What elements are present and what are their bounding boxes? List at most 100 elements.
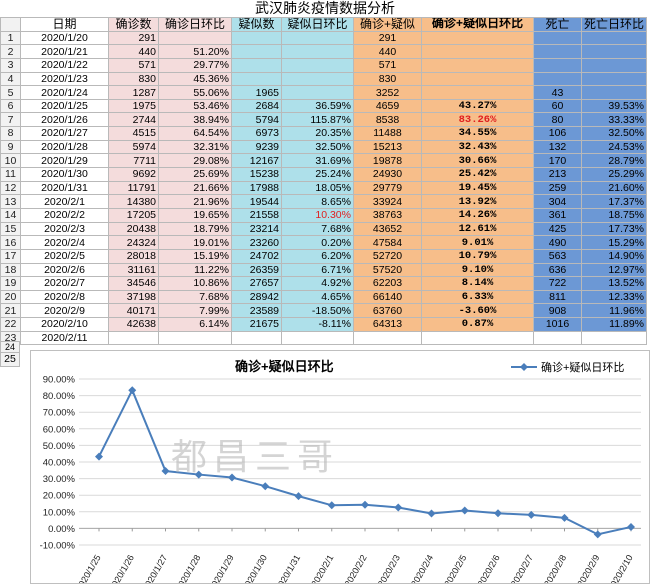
header-suspected[interactable]: 疑似数 — [231, 17, 282, 32]
cell-confirmed-ratio[interactable] — [158, 30, 232, 46]
row-header[interactable]: 10 — [0, 153, 21, 169]
cell-death[interactable]: 106 — [533, 126, 582, 141]
cell-suspected[interactable]: 26359 — [231, 262, 282, 278]
row-header[interactable]: 20 — [0, 289, 21, 305]
cell-total-ratio[interactable]: 0.87% — [421, 317, 534, 332]
cell-death[interactable]: 60 — [533, 98, 582, 114]
cell-confirmed[interactable]: 31161 — [108, 262, 159, 278]
cell-death[interactable]: 722 — [533, 276, 582, 291]
cell-death-ratio[interactable]: 18.75% — [580, 207, 648, 223]
cell-death-ratio[interactable]: 14.90% — [580, 248, 648, 264]
row-header[interactable]: 18 — [0, 262, 21, 278]
cell-suspected-ratio[interactable] — [281, 30, 354, 46]
row-header[interactable]: 25 — [0, 352, 20, 367]
cell-date[interactable]: 2020/1/20 — [20, 30, 109, 46]
cell-death[interactable]: 170 — [533, 153, 582, 169]
cell-suspected[interactable]: 23214 — [231, 221, 282, 237]
cell-total-ratio[interactable]: 32.43% — [421, 139, 534, 155]
header-confirmed[interactable]: 确诊数 — [108, 17, 159, 32]
row-header[interactable]: 9 — [0, 139, 21, 155]
cell-confirmed[interactable]: 11791 — [108, 180, 159, 196]
row-header[interactable]: 11 — [0, 167, 21, 182]
cell-total[interactable]: 57520 — [353, 262, 422, 278]
header-suspected-ratio[interactable]: 疑似日环比 — [281, 17, 354, 32]
cell-confirmed-ratio[interactable]: 15.19% — [158, 248, 232, 264]
cell-date[interactable]: 2020/2/11 — [20, 330, 109, 346]
cell-death-ratio[interactable] — [580, 71, 648, 87]
cell-suspected[interactable] — [231, 44, 282, 59]
cell-date[interactable]: 2020/2/7 — [20, 276, 109, 291]
cell-death-ratio[interactable]: 12.33% — [580, 289, 648, 305]
cell-total-ratio[interactable] — [421, 71, 534, 87]
corner-cell[interactable] — [0, 17, 21, 32]
cell-death-ratio[interactable] — [580, 85, 648, 100]
cell-total[interactable]: 15213 — [353, 139, 422, 155]
cell-total[interactable]: 8538 — [353, 112, 422, 128]
cell-suspected-ratio[interactable] — [281, 71, 354, 87]
cell-total[interactable]: 19878 — [353, 153, 422, 169]
cell-confirmed-ratio[interactable]: 21.66% — [158, 180, 232, 196]
cell-total[interactable]: 33924 — [353, 194, 422, 209]
cell-confirmed-ratio[interactable]: 7.68% — [158, 289, 232, 305]
cell-suspected-ratio[interactable]: 32.50% — [281, 139, 354, 155]
cell-total[interactable]: 440 — [353, 44, 422, 59]
cell-confirmed-ratio[interactable]: 32.31% — [158, 139, 232, 155]
cell-suspected[interactable]: 2684 — [231, 98, 282, 114]
line-chart[interactable]: 确诊+疑似日环比 确诊+疑似日环比 90.00% 80.00% 70.00% 60.00%… — [30, 350, 650, 586]
cell-death-ratio[interactable]: 21.60% — [580, 180, 648, 196]
cell-suspected-ratio[interactable] — [281, 57, 354, 73]
header-total-ratio[interactable]: 确诊+疑似日环比 — [421, 17, 534, 32]
cell-death[interactable]: 1016 — [533, 317, 582, 332]
cell-confirmed[interactable]: 42638 — [108, 317, 159, 332]
cell-date[interactable]: 2020/2/4 — [20, 235, 109, 250]
cell-confirmed-ratio[interactable]: 11.22% — [158, 262, 232, 278]
cell-date[interactable]: 2020/2/3 — [20, 221, 109, 237]
row-header[interactable]: 13 — [0, 194, 21, 209]
cell-death-ratio[interactable] — [580, 330, 648, 346]
cell-total-ratio[interactable]: 13.92% — [421, 194, 534, 209]
row-header[interactable]: 7 — [0, 112, 21, 128]
cell-total[interactable]: 66140 — [353, 289, 422, 305]
cell-date[interactable]: 2020/1/22 — [20, 57, 109, 73]
cell-total-ratio[interactable]: 34.55% — [421, 126, 534, 141]
cell-suspected-ratio[interactable]: 36.59% — [281, 98, 354, 114]
cell-death[interactable]: 908 — [533, 303, 582, 319]
cell-death-ratio[interactable] — [580, 57, 648, 73]
header-death[interactable]: 死亡 — [533, 17, 582, 32]
cell-confirmed[interactable]: 17205 — [108, 207, 159, 223]
cell-confirmed[interactable]: 7711 — [108, 153, 159, 169]
cell-date[interactable]: 2020/1/27 — [20, 126, 109, 141]
row-header[interactable]: 2 — [0, 44, 21, 59]
cell-total-ratio[interactable] — [421, 85, 534, 100]
row-header[interactable]: 15 — [0, 221, 21, 237]
cell-suspected[interactable]: 21558 — [231, 207, 282, 223]
cell-confirmed-ratio[interactable]: 19.65% — [158, 207, 232, 223]
cell-suspected[interactable]: 5794 — [231, 112, 282, 128]
cell-total[interactable]: 63760 — [353, 303, 422, 319]
row-header[interactable]: 21 — [0, 303, 21, 319]
cell-date[interactable]: 2020/1/25 — [20, 98, 109, 114]
cell-date[interactable]: 2020/2/8 — [20, 289, 109, 305]
cell-confirmed-ratio[interactable]: 21.96% — [158, 194, 232, 209]
row-header[interactable]: 8 — [0, 126, 21, 141]
row-header[interactable]: 17 — [0, 248, 21, 264]
cell-confirmed[interactable]: 291 — [108, 30, 159, 46]
row-header[interactable]: 1 — [0, 30, 21, 46]
row-header[interactable]: 4 — [0, 71, 21, 87]
cell-confirmed[interactable]: 4515 — [108, 126, 159, 141]
cell-death-ratio[interactable]: 39.53% — [580, 98, 648, 114]
header-confirmed-ratio[interactable]: 确诊日环比 — [158, 17, 232, 32]
cell-death-ratio[interactable]: 17.73% — [580, 221, 648, 237]
cell-suspected-ratio[interactable]: 6.71% — [281, 262, 354, 278]
cell-total[interactable]: 38763 — [353, 207, 422, 223]
cell-date[interactable]: 2020/1/29 — [20, 153, 109, 169]
cell-suspected-ratio[interactable] — [281, 85, 354, 100]
cell-confirmed-ratio[interactable] — [158, 330, 232, 346]
cell-total-ratio[interactable]: 6.33% — [421, 289, 534, 305]
cell-confirmed-ratio[interactable]: 6.14% — [158, 317, 232, 332]
cell-suspected[interactable] — [231, 330, 282, 346]
cell-death[interactable]: 259 — [533, 180, 582, 196]
cell-total[interactable]: 830 — [353, 71, 422, 87]
cell-confirmed-ratio[interactable]: 55.06% — [158, 85, 232, 100]
cell-suspected[interactable]: 23589 — [231, 303, 282, 319]
